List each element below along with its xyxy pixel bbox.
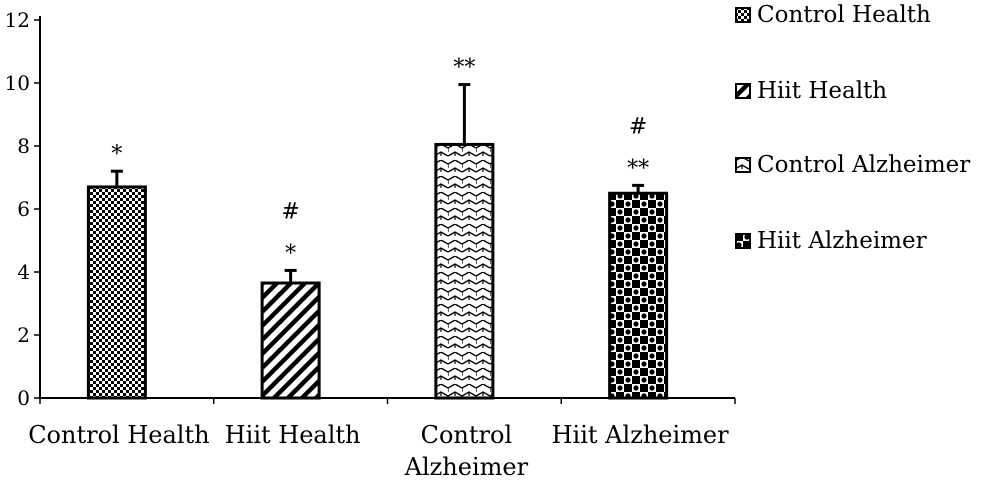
significance-marker: #	[629, 114, 647, 139]
legend: Control Health Hiit Health Control Alzheim…	[735, 0, 1000, 270]
y-tick-label: 8	[17, 134, 30, 158]
legend-item: Control Alzheimer	[735, 150, 970, 180]
legend-item: Control Health	[735, 0, 931, 30]
x-category-label: Hiit Alzheimer	[552, 421, 730, 449]
y-tick-label: 10	[5, 71, 30, 95]
significance-marker: **	[627, 156, 649, 181]
legend-swatch	[735, 83, 751, 99]
x-category-label: Hiit Health	[225, 421, 361, 449]
significance-marker: *	[285, 241, 296, 266]
legend-swatch	[735, 233, 751, 249]
legend-swatch	[735, 157, 751, 173]
bar	[260, 281, 321, 400]
x-category-label: Alzheimer	[404, 453, 529, 481]
x-category-label: Control Health	[28, 421, 209, 449]
legend-label: Hiit Alzheimer	[757, 228, 927, 254]
y-tick-label: 0	[17, 386, 30, 410]
bar	[434, 142, 495, 400]
significance-marker: **	[453, 56, 475, 81]
x-category-label: Control	[421, 421, 513, 449]
legend-item: Hiit Health	[735, 76, 887, 106]
legend-swatch	[735, 7, 751, 23]
y-tick-label: 4	[17, 260, 30, 284]
significance-marker: *	[111, 142, 122, 167]
bar	[86, 185, 147, 400]
y-tick-label: 12	[5, 8, 30, 32]
legend-label: Control Alzheimer	[757, 152, 971, 178]
legend-item: Hiit Alzheimer	[735, 226, 927, 256]
legend-label: Hiit Health	[757, 78, 888, 104]
legend-label: Control Health	[757, 2, 931, 28]
bar	[608, 191, 669, 400]
y-tick-label: 6	[17, 197, 30, 221]
y-tick-label: 2	[17, 323, 30, 347]
significance-marker: #	[281, 199, 299, 224]
